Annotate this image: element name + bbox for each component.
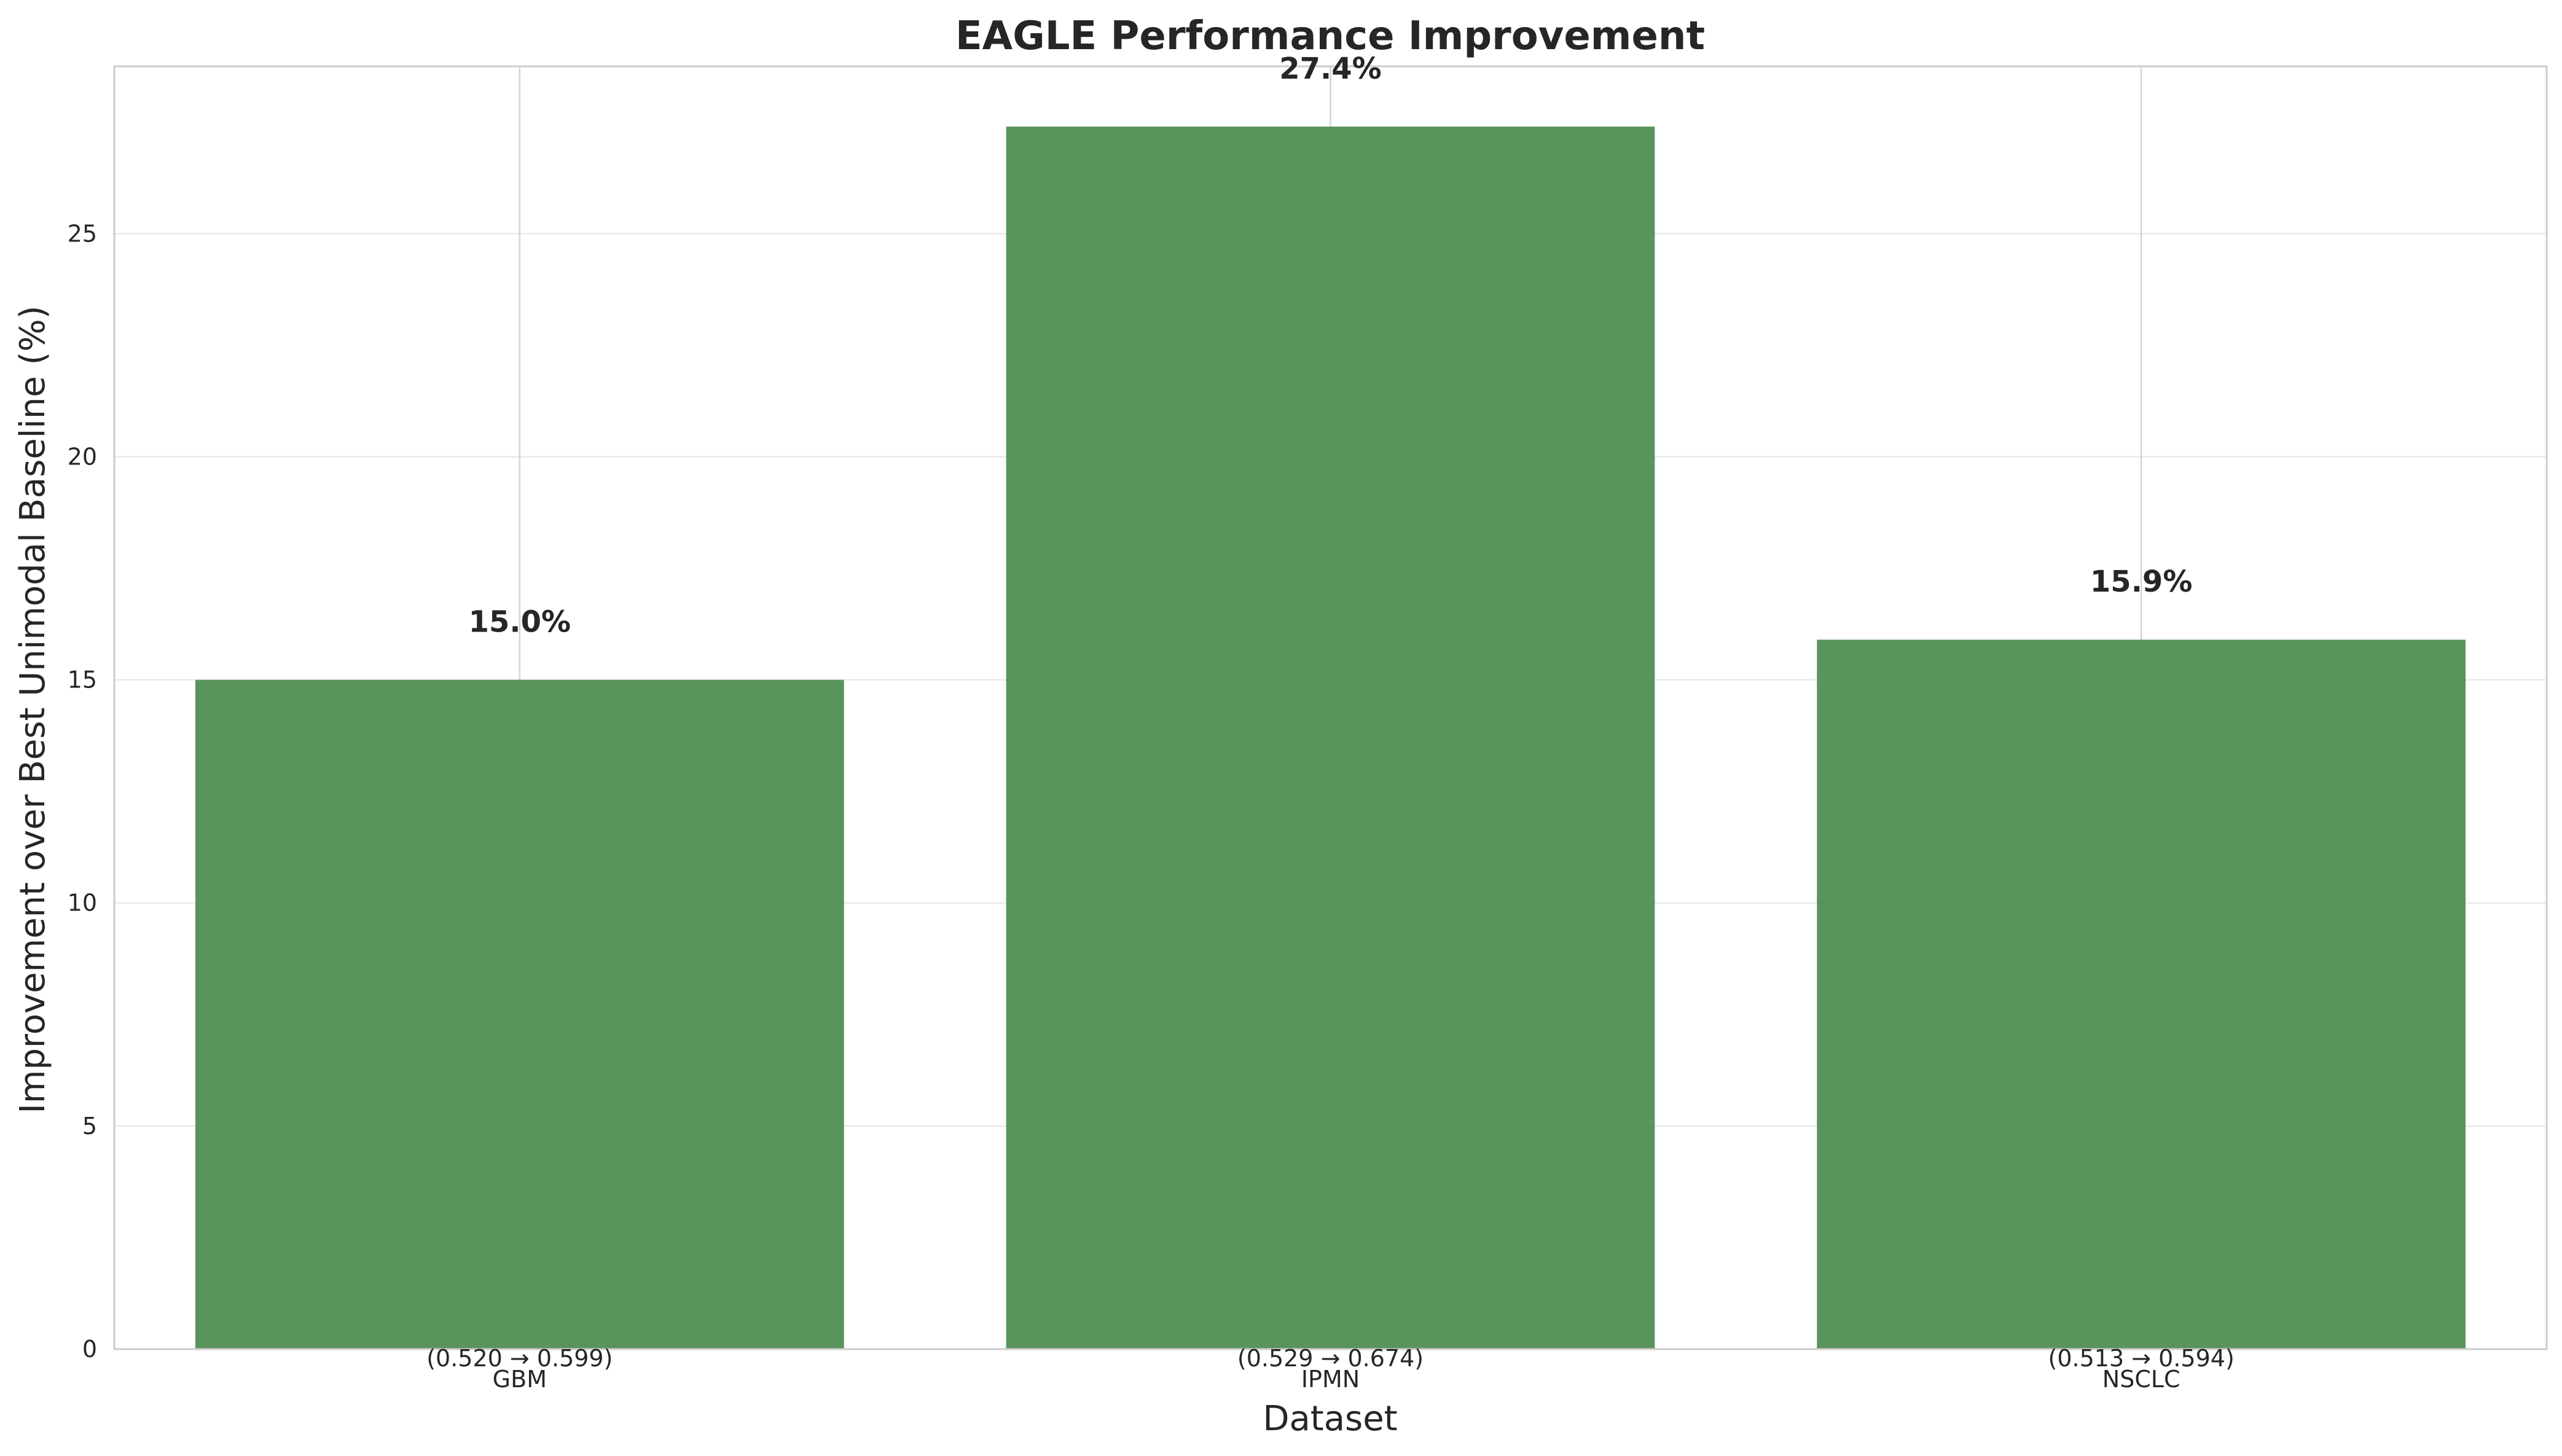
bars bbox=[195, 127, 2466, 1350]
x-tick-label: GBM bbox=[493, 1366, 547, 1393]
y-tick-label: 10 bbox=[68, 890, 97, 917]
y-tick-label: 20 bbox=[68, 443, 97, 470]
value-label: 15.0% bbox=[469, 605, 571, 640]
baseline-to-eagle-label: (0.529 → 0.674) bbox=[1237, 1345, 1424, 1372]
value-label: 27.4% bbox=[1279, 52, 1382, 86]
y-tick-label: 0 bbox=[82, 1336, 97, 1363]
plot-frame bbox=[113, 65, 2548, 1350]
bar-ipmn bbox=[1006, 127, 1655, 1350]
baseline-to-eagle-labels: (0.520 → 0.599) (0.529 → 0.674) (0.513 → 0… bbox=[426, 1345, 2235, 1372]
x-tick-label: IPMN bbox=[1301, 1366, 1360, 1393]
bar-gbm bbox=[195, 679, 844, 1349]
x-tick-label: NSCLC bbox=[2102, 1366, 2180, 1393]
y-tick-label: 25 bbox=[68, 220, 97, 247]
chart-title: EAGLE Performance Improvement bbox=[955, 14, 1705, 59]
baseline-to-eagle-label: (0.513 → 0.594) bbox=[2048, 1345, 2235, 1372]
y-tick-label: 15 bbox=[68, 667, 97, 694]
y-axis-label: Improvement over Best Unimodal Baseline … bbox=[13, 305, 53, 1113]
bar-nsclc bbox=[1817, 640, 2466, 1349]
baseline-to-eagle-label: (0.520 → 0.599) bbox=[426, 1345, 613, 1372]
value-label: 15.9% bbox=[2090, 565, 2193, 599]
x-tick-labels: GBM IPMN NSCLC bbox=[493, 1366, 2180, 1393]
value-labels: 15.0% 27.4% 15.9% bbox=[469, 52, 2193, 640]
y-tick-label: 5 bbox=[82, 1113, 97, 1140]
x-axis-label: Dataset bbox=[1263, 1399, 1397, 1439]
y-tick-labels: 0 5 10 15 20 25 bbox=[68, 220, 97, 1363]
